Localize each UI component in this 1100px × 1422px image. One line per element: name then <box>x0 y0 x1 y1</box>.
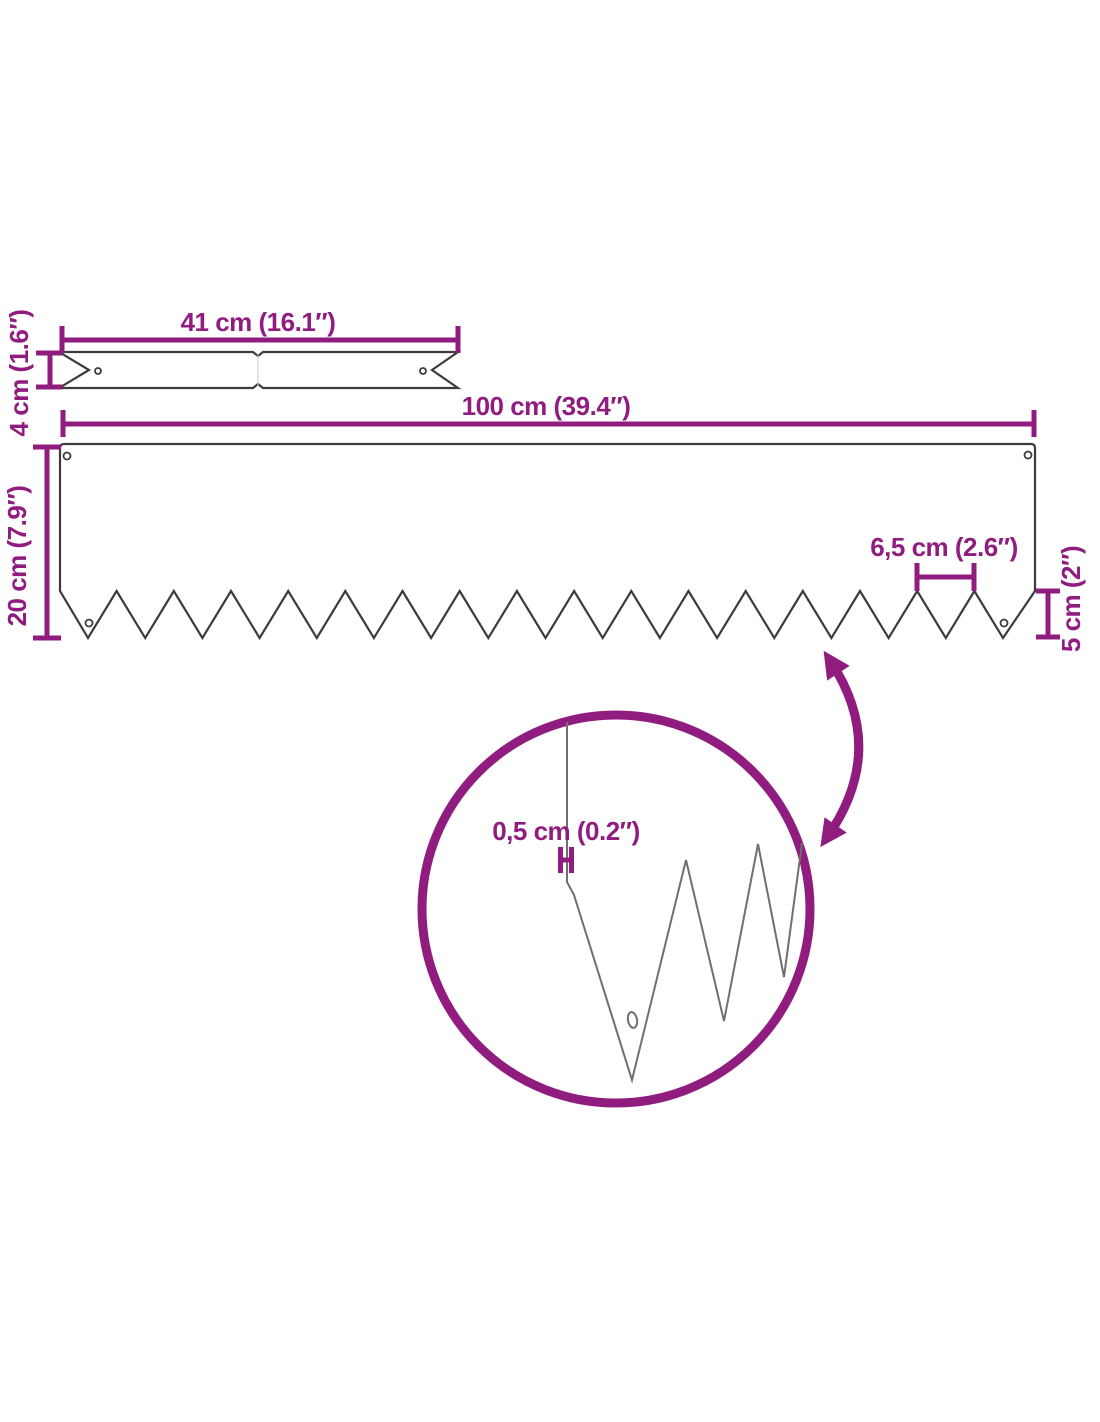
detail-view: 0,5 cm (0.2″) <box>417 710 815 1108</box>
dim-41-label: 41 cm (16.1″) <box>181 307 336 337</box>
dimension-material-thickness: 0,5 cm (0.2″) <box>492 816 640 873</box>
connector-hole-left <box>94 367 102 375</box>
panel-hole-top-right <box>1023 450 1033 460</box>
dimension-panel-height: 20 cm (7.9″) <box>2 444 61 641</box>
connector-hole-right <box>419 367 427 375</box>
dim-4-label: 4 cm (1.6″) <box>4 310 34 437</box>
dimension-connector-length: 41 cm (16.1″) <box>59 307 461 353</box>
dim-05-label: 0,5 cm (0.2″) <box>492 816 640 846</box>
detail-edge-and-spikes <box>566 722 803 1084</box>
dim-65-label: 6,5 cm (2.6″) <box>870 532 1018 562</box>
panel-hole-top-left <box>62 451 72 461</box>
dimension-panel-width: 100 cm (39.4″) <box>60 391 1037 437</box>
panel-hole-spike-left <box>84 618 94 628</box>
connector-strip <box>55 350 462 390</box>
detail-circle <box>417 710 815 1108</box>
detail-spike-hole <box>626 1011 639 1029</box>
dimension-tooth-spacing: 6,5 cm (2.6″) <box>870 532 1018 591</box>
dim-100-label: 100 cm (39.4″) <box>462 391 631 421</box>
dimension-tooth-height: 5 cm (2″) <box>1036 546 1086 652</box>
panel-hole-spike-right <box>999 618 1009 628</box>
double-curved-arrow-icon <box>820 650 864 848</box>
dim-5-label: 5 cm (2″) <box>1056 546 1086 652</box>
dimension-connector-height: 4 cm (1.6″) <box>4 310 62 437</box>
dim-20-label: 20 cm (7.9″) <box>2 486 32 627</box>
